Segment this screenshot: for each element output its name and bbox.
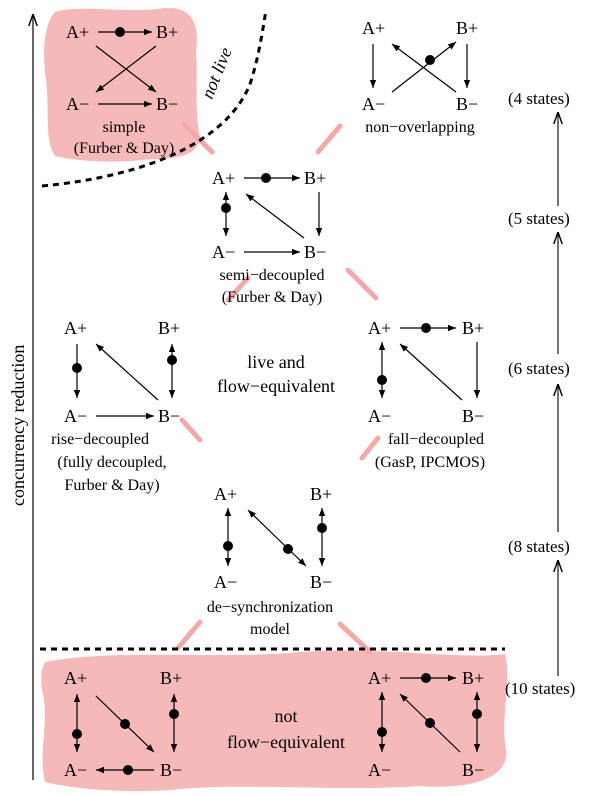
node-a-minus: A− [66,94,89,114]
model-semi-decoupled: A+ B+ A− B− semi−decoupled (Furber & Day… [212,168,326,306]
concurrency-axis-label: concurrency reduction [8,345,28,506]
caption-rise-2: (fully decoupled, [57,454,166,471]
node-b-plus: B+ [158,318,180,338]
not-flow-label-1: not [274,706,297,726]
simple-region-blob [44,7,200,162]
not-flow-equivalent-blob [41,650,508,792]
model-fall-decoupled: A+ B+ A− B− fall−decoupled (GasP, IPCMOS… [368,318,485,471]
model-connectors [175,121,381,655]
node-a-plus: A+ [368,668,391,688]
node-b-plus: B+ [156,22,178,42]
live-label-2: flow−equivalent [217,376,335,396]
caption-rise-3: Furber & Day) [64,477,159,494]
state-label-10: (10 states) [505,679,575,698]
not-live-label: not live [197,44,236,101]
caption-semi-1: semi−decoupled [220,267,325,284]
node-b-minus: B− [156,94,178,114]
model-simple: A+ B+ A− B− simple (Furber & Day) [66,22,178,157]
node-a-plus: A+ [66,22,89,42]
node-b-minus: B− [304,242,326,262]
node-a-minus: A− [368,760,391,780]
caption-simple-2: (Furber & Day) [74,140,174,157]
caption-desync-1: de−synchronization [207,599,333,616]
node-a-minus: A− [362,94,385,114]
node-a-minus: A− [368,406,391,426]
caption-fall-1: fall−decoupled [388,431,484,448]
live-label-1: live and [247,352,304,372]
caption-simple-1: simple [103,119,146,136]
node-b-minus: B− [462,760,484,780]
not-live-boundary [41,9,268,188]
node-a-minus: A− [64,406,87,426]
caption-non-overlapping: non−overlapping [365,119,474,136]
caption-semi-2: (Furber & Day) [222,289,322,306]
node-a-plus: A+ [64,668,87,688]
node-b-minus: B− [456,94,478,114]
node-b-plus: B+ [310,484,332,504]
node-a-plus: A+ [64,318,87,338]
node-b-minus: B− [462,406,484,426]
state-label-4: (4 states) [508,89,570,108]
node-b-plus: B+ [462,668,484,688]
node-b-minus: B− [160,760,182,780]
state-label-6: (6 states) [508,359,570,378]
state-label-8: (8 states) [508,537,570,556]
not-flow-label-2: flow−equivalent [227,732,345,752]
node-a-plus: A+ [212,168,235,188]
node-b-plus: B+ [462,318,484,338]
node-a-minus: A− [214,572,237,592]
node-a-plus: A+ [214,484,237,504]
model-non-overlapping: A+ B+ A− B− non−overlapping [362,18,478,136]
caption-fall-2: (GasP, IPCMOS) [375,454,485,471]
node-a-minus: A− [212,242,235,262]
model-desync: A+ B+ A− B− de−synchronization model [207,484,333,638]
node-b-plus: B+ [304,168,326,188]
node-b-minus: B− [310,572,332,592]
state-label-5: (5 states) [508,209,570,228]
model-nf-right: A+ B+ A− B− [368,668,484,780]
node-b-plus: B+ [160,668,182,688]
caption-desync-2: model [250,621,291,638]
caption-rise-1: rise−decoupled [51,431,149,448]
model-nf-left: A+ B+ A− B− [64,668,182,780]
node-a-plus: A+ [362,18,385,38]
state-count-column: (4 states) (5 states) (6 states) (8 stat… [505,89,575,698]
node-a-minus: A− [64,760,87,780]
model-rise-decoupled: A+ B+ A− B− rise−decoupled (fully decoup… [51,318,180,494]
node-b-plus: B+ [456,18,478,38]
node-a-plus: A+ [368,318,391,338]
node-b-minus: B− [158,406,180,426]
